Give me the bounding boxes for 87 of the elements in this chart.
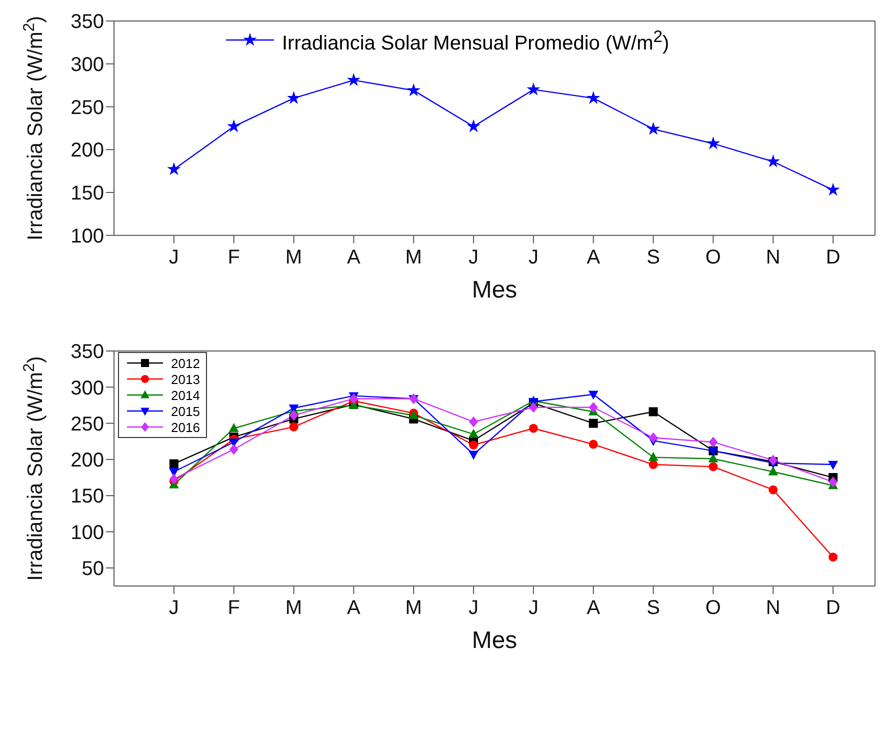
- x-tick-label: M: [405, 597, 422, 620]
- x-tick-label: M: [285, 597, 302, 620]
- point: [289, 422, 298, 432]
- point: [228, 422, 239, 432]
- legend-label: 2015: [171, 404, 200, 418]
- x-tick-label: A: [347, 597, 362, 620]
- point: [826, 182, 840, 196]
- x-tick-label: F: [228, 246, 240, 269]
- x-tick-label: M: [405, 246, 422, 269]
- point: [229, 444, 238, 455]
- point: [708, 453, 718, 462]
- x-tick-label: A: [586, 597, 601, 620]
- point: [526, 82, 540, 96]
- point: [588, 402, 598, 413]
- point: [469, 440, 478, 450]
- x-tick-label: D: [826, 246, 840, 269]
- point: [167, 162, 181, 176]
- point: [646, 122, 660, 135]
- x-tick-label: J: [468, 246, 479, 269]
- x-tick-label: A: [347, 246, 362, 269]
- x-tick-label: O: [705, 597, 721, 620]
- point: [708, 462, 718, 472]
- x-tick-label: F: [228, 597, 240, 620]
- x-tick-label: N: [766, 597, 780, 620]
- x-tick-label: O: [705, 246, 721, 269]
- x-tick-label: A: [586, 246, 601, 269]
- y-tick-label: 350: [70, 11, 104, 34]
- x-tick-label: N: [766, 246, 780, 269]
- y-tick-label: 100: [70, 522, 104, 544]
- legend-label: 2014: [171, 388, 200, 402]
- y-tick-label: 250: [70, 413, 104, 436]
- x-tick-label: J: [468, 597, 479, 620]
- x-tick-label: J: [168, 597, 179, 620]
- point: [169, 474, 178, 484]
- y-tick-label: 100: [70, 225, 104, 248]
- point: [588, 418, 598, 428]
- point: [289, 410, 298, 421]
- point: [406, 83, 420, 96]
- x-axis-title: Mes: [472, 276, 518, 304]
- point: [588, 390, 598, 400]
- point: [528, 402, 538, 413]
- legend-label: Irradiancia Solar Mensual Promedio (W/m$^{2}$): [282, 26, 670, 57]
- point: [768, 466, 778, 476]
- point: [346, 72, 361, 86]
- x-tick-label: D: [826, 597, 840, 620]
- point: [588, 440, 598, 449]
- point: [648, 452, 658, 461]
- point: [706, 136, 720, 150]
- point: [766, 154, 780, 168]
- point: [648, 407, 658, 416]
- x-tick-label: J: [168, 246, 179, 269]
- y-tick-label: 50: [82, 558, 104, 580]
- point: [169, 459, 178, 468]
- point: [528, 424, 538, 433]
- point: [828, 476, 838, 488]
- point: [586, 90, 600, 104]
- point: [468, 428, 478, 438]
- x-tick-label: S: [646, 246, 660, 269]
- point: [469, 416, 478, 428]
- y-tick-label: 200: [70, 140, 104, 162]
- y-tick-label: 300: [70, 54, 104, 76]
- legend-label: 2012: [171, 356, 200, 370]
- x-tick-label: M: [285, 246, 302, 269]
- y-tick-label: 200: [70, 450, 104, 472]
- point: [708, 436, 718, 448]
- y-tick-label: 350: [70, 341, 104, 364]
- point: [466, 119, 480, 132]
- y-tick-label: 250: [70, 96, 104, 119]
- y-tick-label: 150: [70, 182, 104, 205]
- point: [468, 450, 478, 460]
- point: [286, 90, 301, 104]
- x-axis-title: Mes: [472, 627, 518, 654]
- point: [648, 460, 658, 470]
- point: [648, 432, 658, 444]
- point: [768, 485, 778, 494]
- point: [768, 454, 778, 466]
- point: [349, 393, 358, 404]
- legend-label: 2016: [171, 420, 200, 434]
- y-tick-label: 150: [70, 486, 104, 508]
- x-tick-label: S: [646, 597, 660, 620]
- legend-label: 2013: [171, 372, 200, 386]
- y-tick-label: 300: [70, 377, 104, 400]
- point: [226, 119, 241, 132]
- point: [828, 552, 838, 562]
- point: [828, 460, 838, 470]
- x-tick-label: J: [528, 597, 538, 620]
- x-tick-label: J: [528, 246, 538, 269]
